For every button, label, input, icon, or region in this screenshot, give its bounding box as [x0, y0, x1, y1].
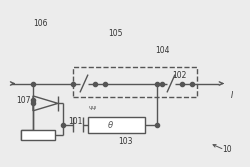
- Text: 105: 105: [108, 29, 122, 38]
- Text: $\theta$: $\theta$: [107, 119, 114, 130]
- Text: 104: 104: [155, 46, 170, 55]
- Text: $\Psi\!\Psi$: $\Psi\!\Psi$: [88, 104, 98, 112]
- Text: 107: 107: [16, 96, 30, 105]
- Text: 101: 101: [68, 117, 82, 126]
- Bar: [20, 130, 56, 140]
- Bar: [73, 67, 197, 97]
- Text: I: I: [231, 91, 233, 100]
- Text: 106: 106: [33, 19, 48, 28]
- Bar: [88, 117, 145, 133]
- Text: 102: 102: [172, 71, 187, 80]
- Text: 103: 103: [118, 137, 132, 146]
- Text: 10: 10: [222, 145, 232, 154]
